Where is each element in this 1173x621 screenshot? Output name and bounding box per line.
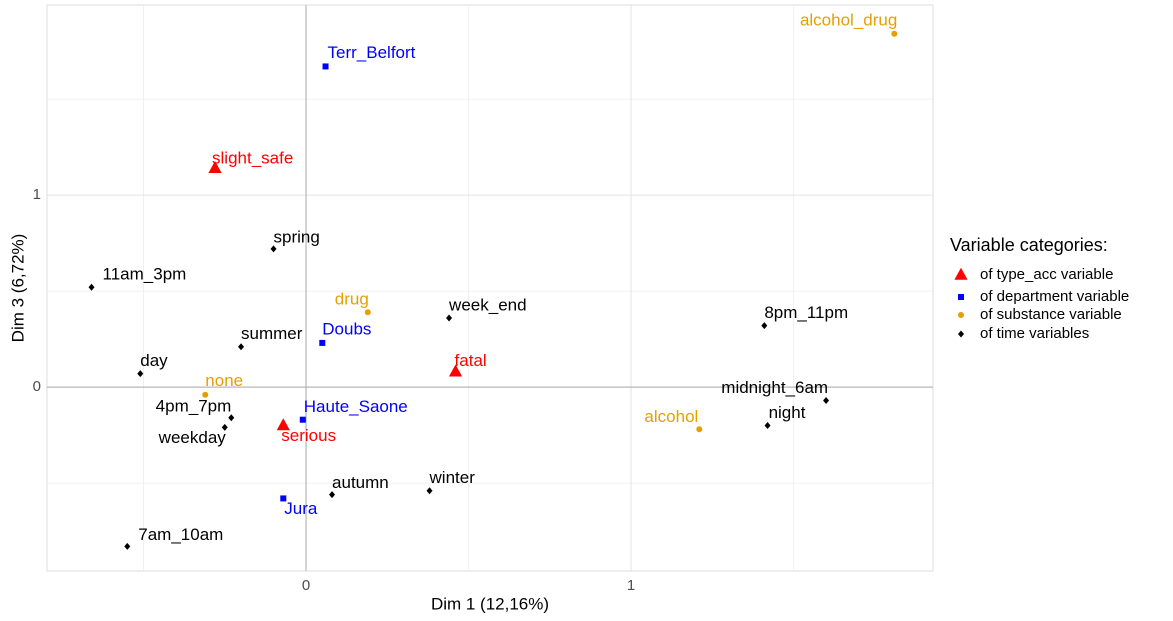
point (823, 397, 830, 405)
legend-title: Variable categories: (950, 235, 1108, 255)
point (228, 414, 235, 422)
point (270, 245, 277, 253)
point-label: summer (241, 324, 303, 343)
legend: of type_acc variable of department variab… (954, 266, 1129, 342)
legend-marker (958, 312, 964, 318)
x-axis-title: Dim 1 (12,16%) (431, 594, 549, 613)
x-tick-label: 0 (302, 577, 310, 594)
point-label: alcohol (644, 407, 698, 426)
legend-label: of department variable (980, 288, 1129, 305)
point-label: week_end (448, 295, 527, 314)
point-label: day (140, 351, 168, 370)
legend-marker (954, 267, 968, 280)
point (88, 283, 95, 291)
legend-marker (958, 294, 964, 300)
point (446, 314, 453, 322)
grid: 0 1 0 1 (33, 5, 933, 594)
point (426, 487, 433, 495)
legend-label: of time variables (980, 325, 1089, 342)
x-tick-label: 1 (627, 577, 635, 594)
point (299, 416, 306, 423)
point (761, 322, 768, 330)
point-label: weekday (158, 428, 227, 447)
point-label: 7am_10am (138, 525, 223, 544)
legend-label: of substance variable (980, 306, 1122, 323)
point-label: none (205, 371, 243, 390)
legend-label: of type_acc variable (980, 266, 1113, 283)
point (448, 364, 463, 377)
point (364, 309, 371, 316)
point-label: Terr_Belfort (328, 43, 416, 62)
point (221, 423, 228, 431)
point-label: midnight_6am (721, 378, 828, 397)
point (764, 421, 771, 429)
point (891, 30, 898, 37)
point (124, 542, 131, 550)
point-label: serious (281, 426, 336, 445)
point (202, 391, 209, 398)
point-label: 11am_3pm (103, 265, 187, 284)
point (137, 370, 144, 378)
point (276, 418, 290, 431)
legend-marker (958, 330, 964, 338)
point-label: Doubs (322, 319, 371, 338)
point-label: spring (274, 227, 320, 246)
point (319, 339, 326, 346)
point (238, 343, 245, 351)
point-label: 8pm_11pm (764, 303, 848, 322)
point-label: Haute_Saone (304, 397, 408, 416)
point-label: drug (335, 290, 369, 309)
point (696, 426, 703, 433)
point-label: winter (429, 468, 476, 487)
point (280, 495, 287, 502)
point-label: autumn (332, 473, 389, 492)
y-tick-label: 0 (33, 378, 41, 395)
point (329, 491, 336, 499)
point-label: 4pm_7pm (156, 396, 232, 415)
y-tick-label: 1 (33, 186, 41, 203)
point (208, 160, 222, 173)
point-label: Jura (284, 499, 318, 518)
point-label: slight_safe (212, 149, 293, 168)
point-label: night (769, 403, 806, 422)
point (322, 63, 329, 70)
plot-border (46, 4, 934, 572)
point-label: alcohol_drug (800, 10, 897, 29)
y-axis-title: Dim 3 (6,72%) (8, 234, 27, 343)
point-label: fatal (455, 351, 487, 370)
